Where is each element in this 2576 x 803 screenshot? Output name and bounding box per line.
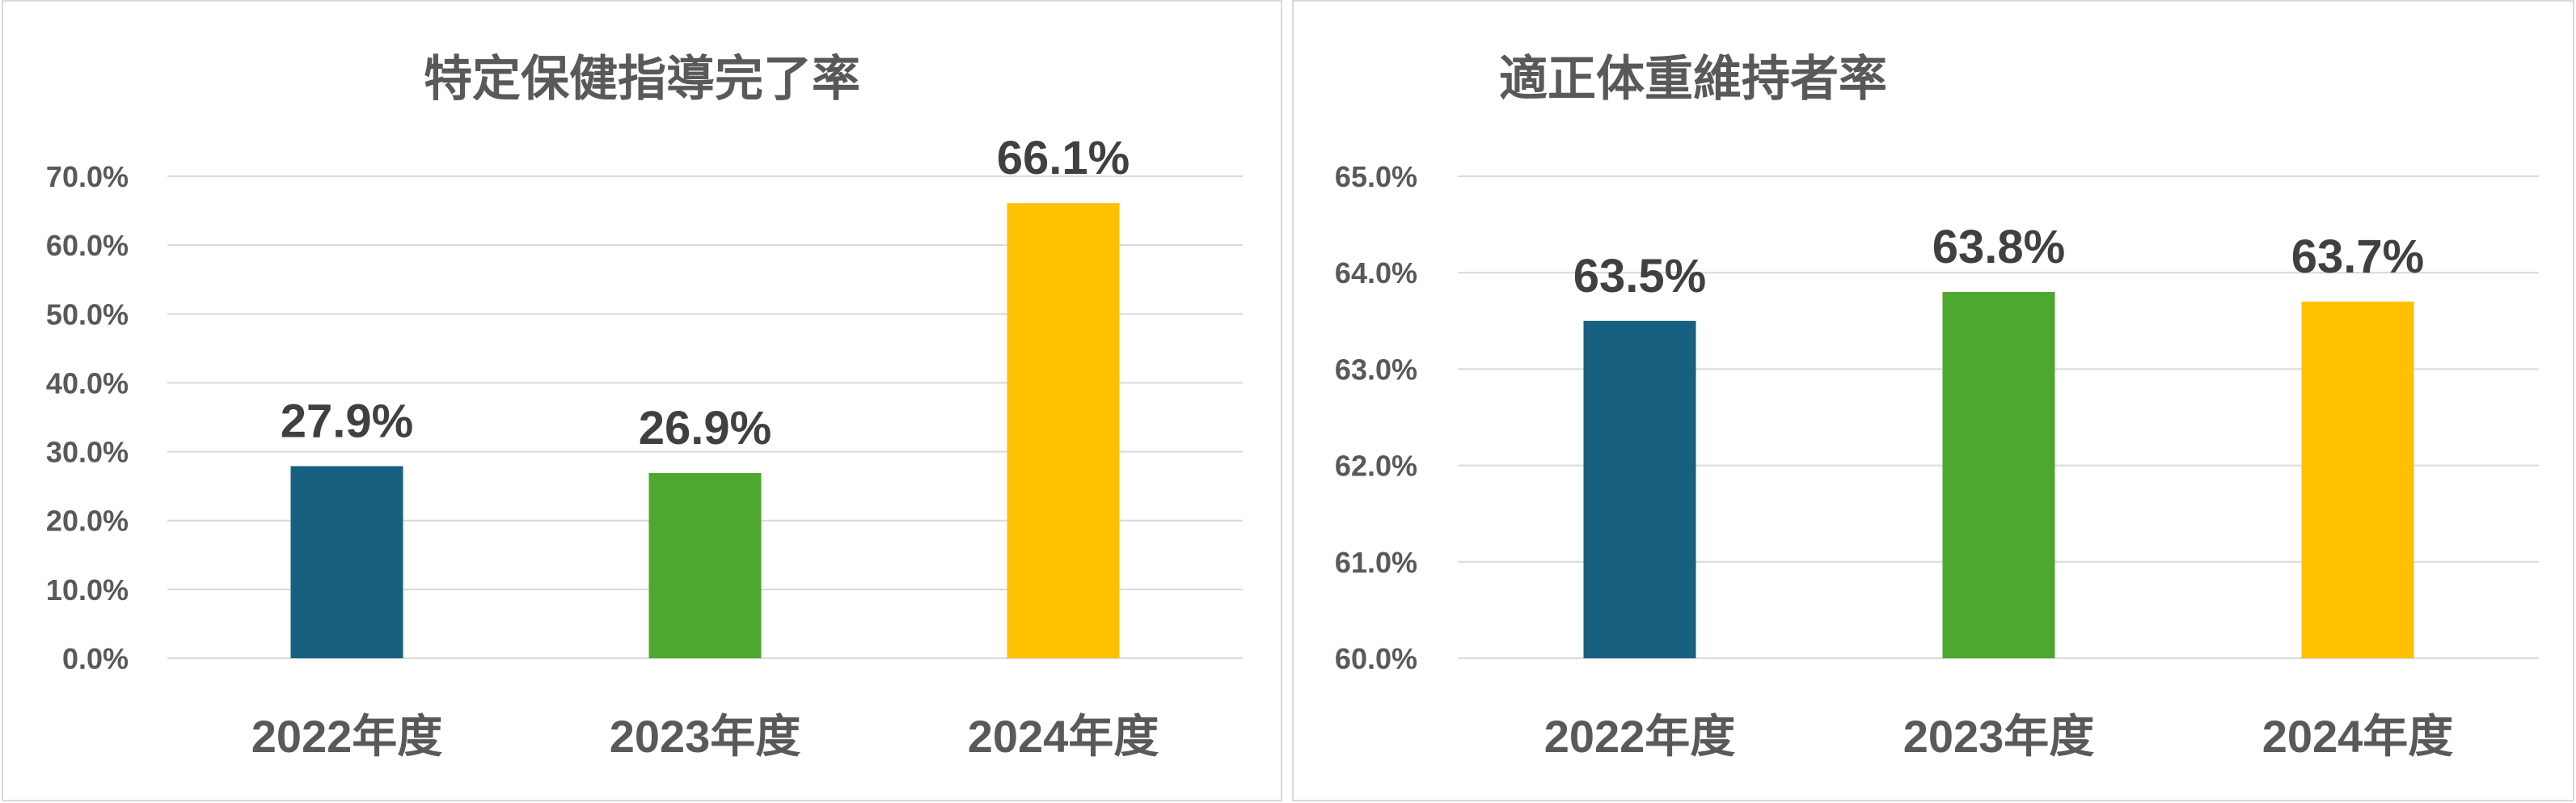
data-label: 27.9%	[281, 395, 413, 447]
x-axis-categories: 2022年度 2023年度 2024年度	[1544, 711, 2454, 762]
data-label: 66.1%	[997, 132, 1130, 184]
x-axis-categories: 2022年度 2023年度 2024年度	[251, 711, 1159, 762]
y-tick-label: 20.0%	[46, 505, 129, 538]
bar-2023年度	[648, 472, 762, 658]
x-category-label: 2023年度	[1903, 711, 2095, 762]
y-tick-label: 61.0%	[1335, 546, 1417, 579]
y-tick-label: 50.0%	[46, 298, 129, 331]
data-label: 63.7%	[2291, 230, 2424, 283]
y-tick-label: 65.0%	[1335, 160, 1417, 193]
chart-panel-weight-rate: 適正体重維持者率 60.0% 61.0% 62.0% 63.0% 64.0% 65.0% …	[1292, 0, 2574, 801]
x-category-label: 2022年度	[251, 711, 443, 762]
chart-panel-completion-rate: 特定保健指導完了率 0.0% 10.0% 20.0% 30.0% 40.0% 50.0% 6…	[2, 0, 1282, 801]
bar-2023年度	[1942, 292, 2055, 658]
y-tick-label: 10.0%	[46, 573, 129, 606]
x-category-label: 2023年度	[610, 711, 801, 762]
data-labels: 27.9% 26.9% 66.1%	[281, 132, 1130, 454]
y-tick-label: 63.0%	[1335, 353, 1417, 386]
y-axis-ticks: 0.0% 10.0% 20.0% 30.0% 40.0% 50.0% 60.0% 70.0%	[46, 160, 129, 675]
chart-title: 適正体重維持者率	[1499, 52, 1887, 106]
chart-title: 特定保健指導完了率	[424, 52, 860, 106]
y-tick-label: 30.0%	[46, 436, 129, 469]
y-tick-label: 40.0%	[46, 366, 129, 399]
data-labels: 63.5% 63.8% 63.7%	[1573, 221, 2424, 302]
y-axis-ticks: 60.0% 61.0% 62.0% 63.0% 64.0% 65.0%	[1335, 160, 1417, 675]
x-category-label: 2024年度	[2262, 711, 2454, 762]
bar-2024年度	[1007, 203, 1120, 659]
x-category-label: 2024年度	[968, 711, 1159, 762]
y-tick-label: 70.0%	[46, 160, 129, 193]
bar-2024年度	[2301, 301, 2414, 658]
y-tick-label: 64.0%	[1335, 256, 1417, 290]
y-tick-label: 60.0%	[1335, 642, 1417, 675]
bars	[1583, 292, 2414, 658]
data-label: 26.9%	[639, 402, 771, 454]
y-tick-label: 60.0%	[46, 229, 129, 262]
data-label: 63.8%	[1932, 221, 2065, 273]
x-category-label: 2022年度	[1544, 711, 1736, 762]
bar-2022年度	[290, 466, 403, 658]
bars	[290, 203, 1120, 659]
chart-svg-weight-rate: 適正体重維持者率 60.0%61.0%62.0%63.0%64.0%65.0% …	[1335, 52, 2539, 762]
y-tick-label: 0.0%	[62, 642, 129, 675]
bar-2022年度	[1583, 320, 1696, 658]
y-tick-label: 62.0%	[1335, 450, 1417, 483]
data-label: 63.5%	[1573, 250, 1706, 302]
chart-svg-completion-rate: 特定保健指導完了率 0.0% 10.0% 20.0% 30.0% 40.0% 50.0% 6…	[46, 52, 1243, 762]
